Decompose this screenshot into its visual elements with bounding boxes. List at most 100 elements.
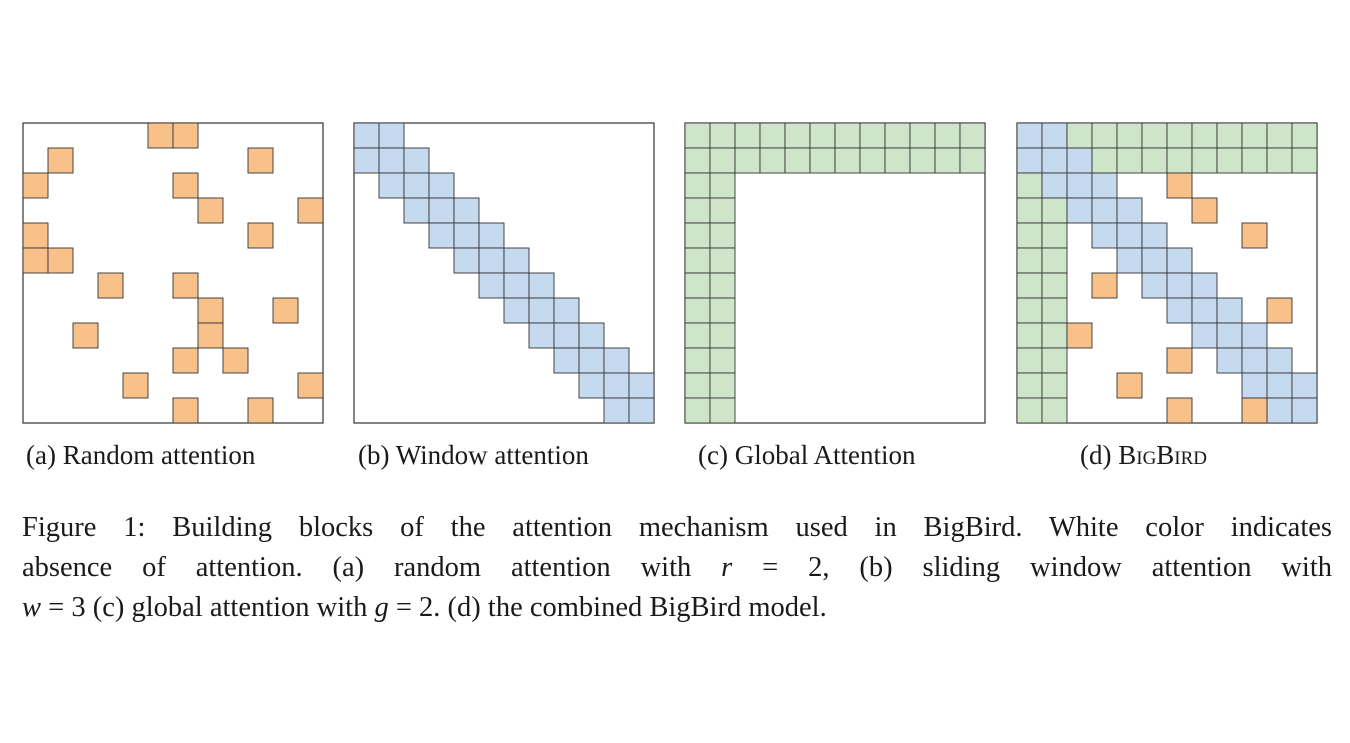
global-cell — [809, 147, 836, 174]
global-cell — [834, 147, 861, 174]
window-cell — [403, 147, 430, 174]
caption-line-2: absence of attention. (a) random attenti… — [22, 548, 1332, 588]
random-cell — [1266, 297, 1293, 324]
random-cell — [222, 347, 249, 374]
global-cell — [684, 147, 711, 174]
random-cell — [1241, 397, 1268, 424]
window-cell — [428, 172, 455, 199]
global-cell — [684, 172, 711, 199]
window-cell — [528, 272, 555, 299]
global-cell — [709, 247, 736, 274]
random-cell — [297, 197, 324, 224]
global-cell — [909, 122, 936, 149]
global-cell — [934, 122, 961, 149]
global-cell — [884, 122, 911, 149]
global-cell — [859, 147, 886, 174]
caption-line-2-part-a: absence of attention. (a) random attenti… — [22, 552, 722, 583]
random-cell — [247, 222, 274, 249]
global-cell — [1041, 347, 1068, 374]
random-cell — [1241, 222, 1268, 249]
window-cell — [1016, 147, 1043, 174]
window-cell — [1116, 247, 1143, 274]
global-cell — [1116, 122, 1143, 149]
global-cell — [1016, 322, 1043, 349]
subcaption-a: (a) Random attention — [26, 440, 255, 471]
bigbird-attention-matrix — [1016, 122, 1318, 424]
random-cell — [247, 397, 274, 424]
window-cell — [603, 347, 630, 374]
global-cell — [684, 197, 711, 224]
window-cell — [478, 272, 505, 299]
global-cell — [1016, 197, 1043, 224]
global-cell — [709, 197, 736, 224]
subcaption-d-prefix: (d) — [1080, 440, 1119, 470]
random-cell — [22, 222, 49, 249]
window-cell — [503, 297, 530, 324]
global-cell — [809, 122, 836, 149]
caption-line-3-part-a: = 3 (c) global attention with — [41, 592, 375, 623]
global-cell — [684, 122, 711, 149]
global-attention-matrix — [684, 122, 986, 424]
global-cell — [684, 347, 711, 374]
global-cell — [1116, 147, 1143, 174]
panel-random-attention — [22, 122, 324, 424]
window-cell — [503, 247, 530, 274]
window-cell — [453, 197, 480, 224]
subcaption-a-text: Random attention — [62, 440, 256, 470]
window-cell — [1191, 272, 1218, 299]
global-cell — [684, 222, 711, 249]
window-cell — [1066, 172, 1093, 199]
random-cell — [1191, 197, 1218, 224]
window-cell — [528, 322, 555, 349]
global-cell — [1241, 147, 1268, 174]
window-cell — [403, 197, 430, 224]
random-cell — [172, 347, 199, 374]
global-cell — [684, 322, 711, 349]
global-cell — [1166, 147, 1193, 174]
window-cell — [1266, 372, 1293, 399]
random-attention-matrix — [22, 122, 324, 424]
panel-bigbird-attention — [1016, 122, 1318, 424]
window-attention-matrix — [353, 122, 655, 424]
subcaption-c-text: Global Attention — [734, 440, 916, 470]
global-cell — [734, 122, 761, 149]
window-cell — [1291, 372, 1318, 399]
global-cell — [959, 147, 986, 174]
subcaption-b-prefix: (b) — [358, 440, 396, 470]
window-cell — [553, 297, 580, 324]
caption-var-r: r — [721, 552, 733, 583]
window-cell — [1241, 347, 1268, 374]
figure-caption: Figure 1: Building blocks of the attenti… — [22, 508, 1332, 628]
global-cell — [1266, 147, 1293, 174]
window-cell — [453, 222, 480, 249]
window-cell — [1291, 397, 1318, 424]
global-cell — [1241, 122, 1268, 149]
window-cell — [478, 222, 505, 249]
window-cell — [603, 397, 630, 424]
subcaption-d-text: BigBird — [1118, 440, 1208, 470]
random-cell — [247, 147, 274, 174]
window-cell — [1091, 197, 1118, 224]
random-cell — [1166, 172, 1193, 199]
global-cell — [1041, 222, 1068, 249]
random-cell — [1166, 347, 1193, 374]
window-cell — [1216, 347, 1243, 374]
global-cell — [1016, 222, 1043, 249]
global-cell — [759, 147, 786, 174]
global-cell — [709, 147, 736, 174]
subcaption-b: (b) Window attention — [358, 440, 589, 471]
window-cell — [553, 347, 580, 374]
global-cell — [1016, 247, 1043, 274]
window-cell — [1216, 297, 1243, 324]
global-cell — [1266, 122, 1293, 149]
subcaption-a-prefix: (a) — [26, 440, 63, 470]
global-cell — [1091, 122, 1118, 149]
subcaption-c-prefix: (c) — [698, 440, 735, 470]
panel-global-attention — [684, 122, 986, 424]
global-cell — [759, 122, 786, 149]
global-cell — [709, 397, 736, 424]
global-cell — [1041, 397, 1068, 424]
global-cell — [784, 122, 811, 149]
window-cell — [578, 347, 605, 374]
global-cell — [934, 147, 961, 174]
